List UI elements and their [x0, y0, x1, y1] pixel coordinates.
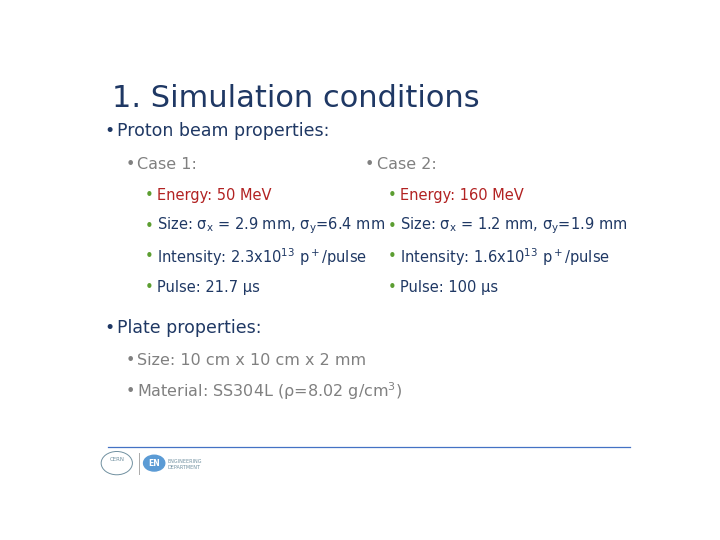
Text: Intensity: 2.3x10$\mathregular{^{13}}$ p$\mathregular{^+}$/pulse: Intensity: 2.3x10$\mathregular{^{13}}$ p…: [157, 246, 367, 268]
Text: •: •: [145, 188, 153, 203]
Text: Case 1:: Case 1:: [138, 157, 197, 172]
Text: Energy: 160 MeV: Energy: 160 MeV: [400, 188, 523, 203]
Text: •: •: [387, 219, 396, 234]
Text: •: •: [104, 319, 114, 336]
Text: Pulse: 21.7 μs: Pulse: 21.7 μs: [157, 280, 260, 295]
Text: CERN: CERN: [109, 457, 125, 462]
Text: EN: EN: [148, 458, 160, 468]
Text: •: •: [145, 219, 153, 234]
Text: Size: 10 cm x 10 cm x 2 mm: Size: 10 cm x 10 cm x 2 mm: [138, 353, 366, 368]
Text: Case 2:: Case 2:: [377, 157, 437, 172]
Text: •: •: [125, 384, 135, 399]
Text: Size: $\mathregular{\sigma_x}$ = 1.2 mm, $\mathregular{\sigma_y}$=1.9 mm: Size: $\mathregular{\sigma_x}$ = 1.2 mm,…: [400, 216, 627, 237]
Text: Intensity: 1.6x10$\mathregular{^{13}}$ p$\mathregular{^+}$/pulse: Intensity: 1.6x10$\mathregular{^{13}}$ p…: [400, 246, 610, 268]
Text: •: •: [145, 280, 153, 295]
Text: •: •: [387, 249, 396, 265]
Text: 1. Simulation conditions: 1. Simulation conditions: [112, 84, 480, 112]
Text: •: •: [145, 249, 153, 265]
Text: •: •: [104, 123, 114, 140]
Text: ENGINEERING: ENGINEERING: [167, 459, 202, 464]
Text: •: •: [365, 157, 374, 172]
Text: Pulse: 100 μs: Pulse: 100 μs: [400, 280, 498, 295]
Text: Proton beam properties:: Proton beam properties:: [117, 123, 329, 140]
Text: •: •: [387, 188, 396, 203]
Text: Plate properties:: Plate properties:: [117, 319, 261, 336]
Text: DEPARTMENT: DEPARTMENT: [167, 465, 200, 470]
Circle shape: [143, 455, 165, 471]
Text: Size: $\mathregular{\sigma_x}$ = 2.9 mm, $\mathregular{\sigma_y}$=6.4 mm: Size: $\mathregular{\sigma_x}$ = 2.9 mm,…: [157, 216, 385, 237]
Text: Material: SS304L ($\mathregular{\rho}$=8.02 g/cm$\mathregular{^3}$): Material: SS304L ($\mathregular{\rho}$=8…: [138, 381, 402, 402]
Text: •: •: [387, 280, 396, 295]
Text: •: •: [125, 353, 135, 368]
Text: •: •: [125, 157, 135, 172]
Text: Energy: 50 MeV: Energy: 50 MeV: [157, 188, 271, 203]
